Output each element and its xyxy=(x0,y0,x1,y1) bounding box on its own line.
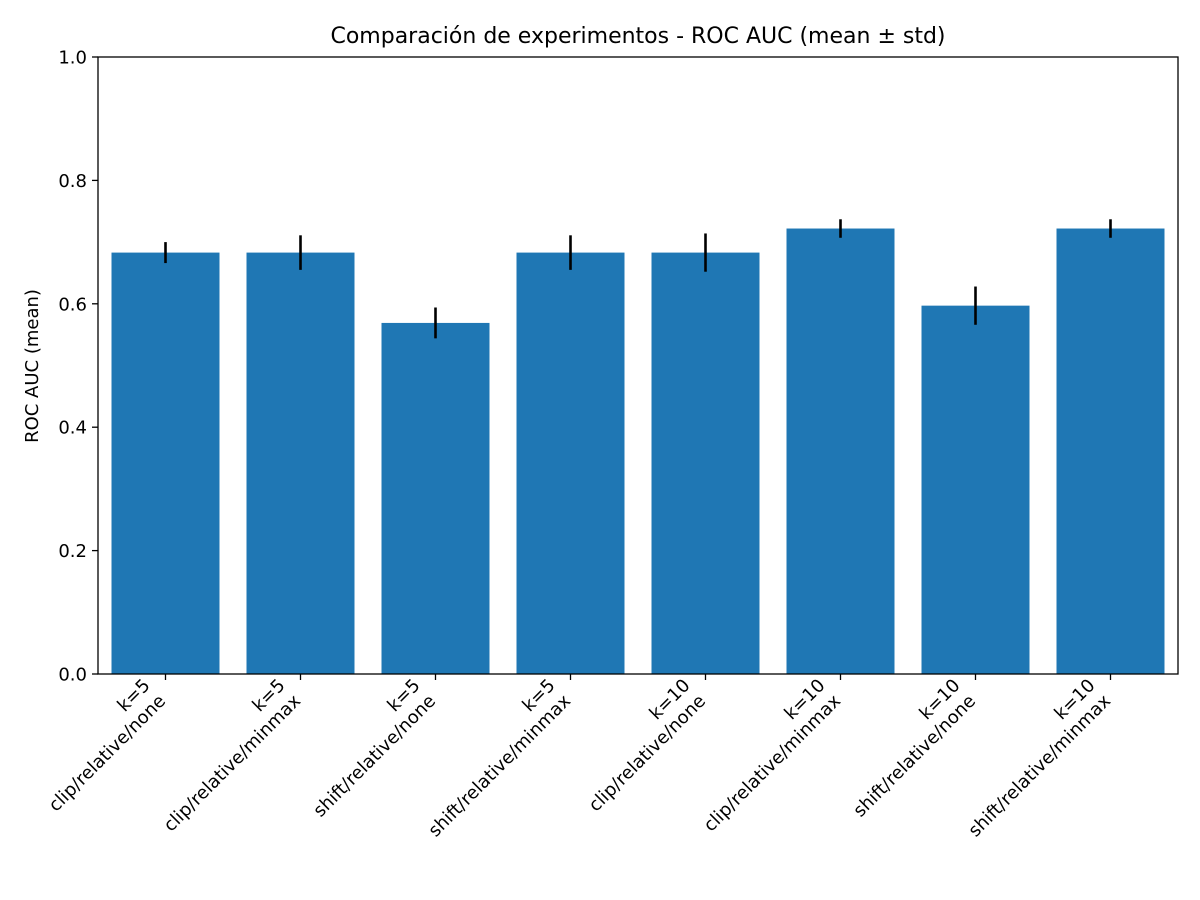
plot-frame xyxy=(97,56,1179,675)
y-tick-label: 0.6 xyxy=(58,294,87,315)
x-tick-label: k=10shift/relative/none xyxy=(834,675,980,821)
y-tick-label: 0.8 xyxy=(58,171,87,192)
x-tick-label: k=5clip/relative/minmax xyxy=(144,675,305,836)
bar xyxy=(786,228,895,674)
x-tick-label-line: clip/relative/minmax xyxy=(160,690,306,836)
bar xyxy=(111,252,220,675)
x-tick-label-line: clip/relative/none xyxy=(45,691,170,816)
bar xyxy=(516,252,625,675)
y-axis-label: ROC AUC (mean) xyxy=(22,289,43,443)
x-tick-label-line: clip/relative/minmax xyxy=(700,690,846,836)
x-tick-label: k=10clip/relative/minmax xyxy=(684,675,845,836)
y-tick-label: 0.4 xyxy=(58,418,87,439)
bar xyxy=(246,252,355,675)
y-tick-label: 0.2 xyxy=(58,541,87,562)
y-axis: 0.0 0.2 0.4 0.6 0.8 1.0 xyxy=(58,48,98,686)
bar xyxy=(1056,228,1165,674)
bar xyxy=(921,305,1030,674)
bar xyxy=(381,322,490,674)
x-tick-label-line: shift/relative/none xyxy=(309,691,440,822)
y-tick-label: 1.0 xyxy=(58,48,87,69)
y-tick-label: 0.0 xyxy=(58,665,87,686)
x-tick-label: k=5shift/relative/none xyxy=(294,675,440,821)
x-tick-label-line: shift/relative/minmax xyxy=(964,690,1115,841)
bar xyxy=(651,252,760,675)
x-tick-label-line: shift/relative/none xyxy=(849,691,980,822)
x-tick-label: k=5clip/relative/none xyxy=(29,675,170,816)
error-bars-layer xyxy=(164,219,1112,339)
x-tick-label-line: shift/relative/minmax xyxy=(424,690,575,841)
bars-layer xyxy=(111,228,1165,675)
chart-title: Comparación de experimentos - ROC AUC (m… xyxy=(330,24,945,49)
x-axis: k=5clip/relative/none k=5clip/relative/mi… xyxy=(29,674,1115,841)
x-tick-label: k=10clip/relative/none xyxy=(569,675,710,816)
